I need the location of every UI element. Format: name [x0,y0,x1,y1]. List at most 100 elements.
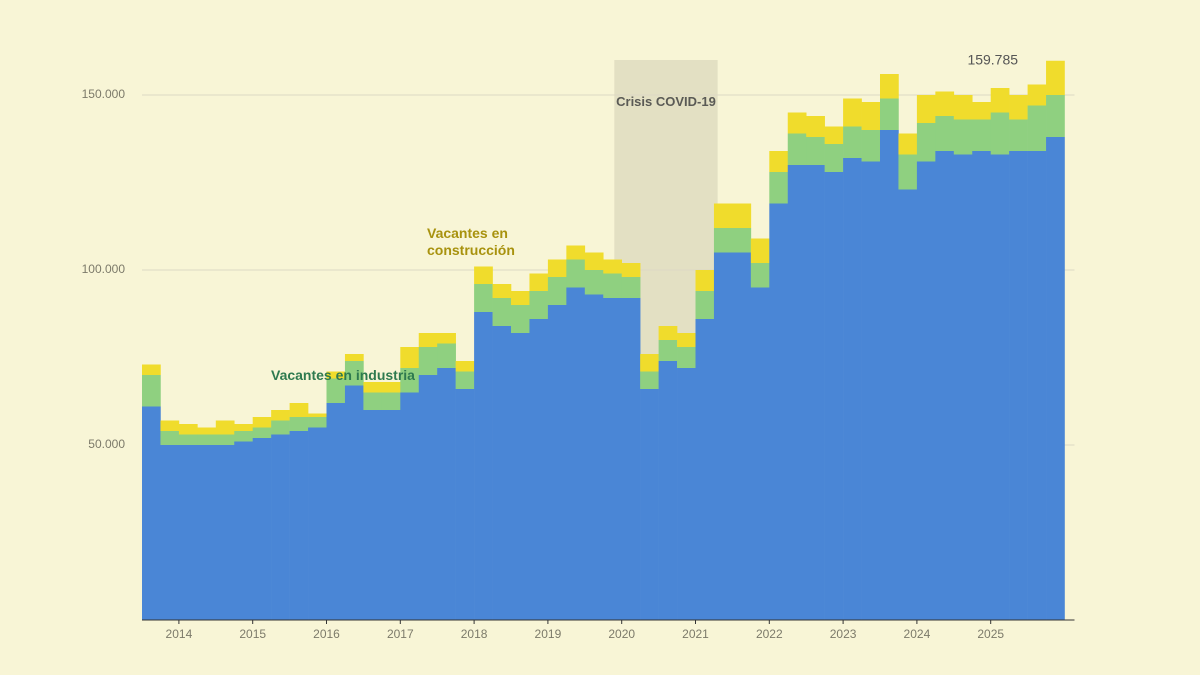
bar-segment [474,284,493,312]
bar-segment [1046,95,1065,137]
y-tick-label: 100.000 [82,262,126,276]
bar-segment [437,368,456,620]
bar-segment [916,161,936,620]
bar-segment [178,445,198,620]
bar-segment [492,326,512,620]
bar-segment [492,298,512,326]
bar-segment [806,165,825,620]
bar-segment [252,417,272,428]
bar-segment [824,172,844,620]
series-label: Vacantes en industria [271,367,415,383]
bar-segment [787,165,807,620]
bar-segment [1027,151,1047,620]
bar-segment [289,403,309,417]
bar-segment [658,361,678,620]
bar-segment [677,333,696,347]
bar-segment [750,238,770,263]
bar-segment [603,298,622,620]
bar-segment [713,203,733,228]
bar-segment [677,368,696,620]
bar-segment [215,434,235,445]
bar-segment [547,305,567,620]
bar-segment [271,420,290,435]
bar-segment [1009,119,1028,151]
bar-segment [658,340,678,361]
bar-segment [732,228,752,253]
bar-segment [363,382,383,393]
bar-segment [308,427,327,620]
bar-segment [418,347,438,375]
bar-segment [713,252,733,620]
bar-segment [511,291,530,305]
bar-segment [750,287,770,620]
x-tick-label: 2022 [756,627,783,641]
bar-segment [566,287,586,620]
bar-segment [529,291,549,319]
bar-segment [547,277,567,305]
bar-segment [953,154,973,620]
bar-segment [178,424,198,435]
bar-segment [492,284,512,298]
bar-segment [750,263,770,288]
x-tick-label: 2023 [830,627,857,641]
bar-segment [234,424,253,431]
bar-segment [142,364,161,375]
bar-segment [529,273,549,291]
x-tick-label: 2016 [313,627,340,641]
bar-segment [160,420,180,431]
bar-segment [455,389,475,620]
bar-segment [252,427,272,438]
bar-segment [677,347,696,368]
bar-segment [234,431,253,442]
bar-segment [381,382,401,393]
bar-segment [511,305,530,333]
x-tick-label: 2021 [682,627,709,641]
bar-segment [898,154,918,190]
bar-segment [400,392,420,620]
bar-segment [437,343,456,368]
bar-segment [215,420,235,435]
series-label: Vacantes en construcción [427,225,515,258]
bar-segment [142,375,161,407]
bar-segment [252,438,272,620]
x-tick-label: 2017 [387,627,414,641]
bar-segment [695,291,715,319]
bar-segment [271,410,290,421]
bar-segment [271,434,290,620]
bar-segment [584,270,604,295]
shade-label: Crisis COVID-19 [616,94,716,109]
bar-segment [1046,60,1065,95]
x-tick-label: 2025 [977,627,1004,641]
bar-segment [308,417,327,428]
bar-segment [621,277,641,298]
bar-segment [972,119,991,151]
bar-segment [880,130,899,620]
y-tick-label: 150.000 [82,87,126,101]
bar-segment [824,144,844,172]
bar-segment [621,263,641,277]
bar-segment [990,154,1010,620]
bar-segment [197,445,217,620]
bar-segment [160,431,180,445]
bar-segment [787,133,807,165]
bar-segment [953,119,973,155]
bar-segment [344,361,364,386]
bar-segment [769,151,789,172]
bar-segment [935,151,955,620]
bar-segment [1027,105,1047,151]
bar-segment [584,252,604,270]
bar-segment [824,126,844,144]
bar-segment [326,371,346,379]
bar-segment [308,413,327,417]
bar-segment [603,259,622,274]
bar-segment [418,333,438,347]
bar-segment [640,354,659,372]
x-tick-label: 2014 [166,627,193,641]
x-tick-label: 2015 [239,627,266,641]
bar-segment [529,319,549,620]
bar-segment [898,133,918,155]
bar-segment [547,259,567,277]
bar-segment [640,371,659,389]
